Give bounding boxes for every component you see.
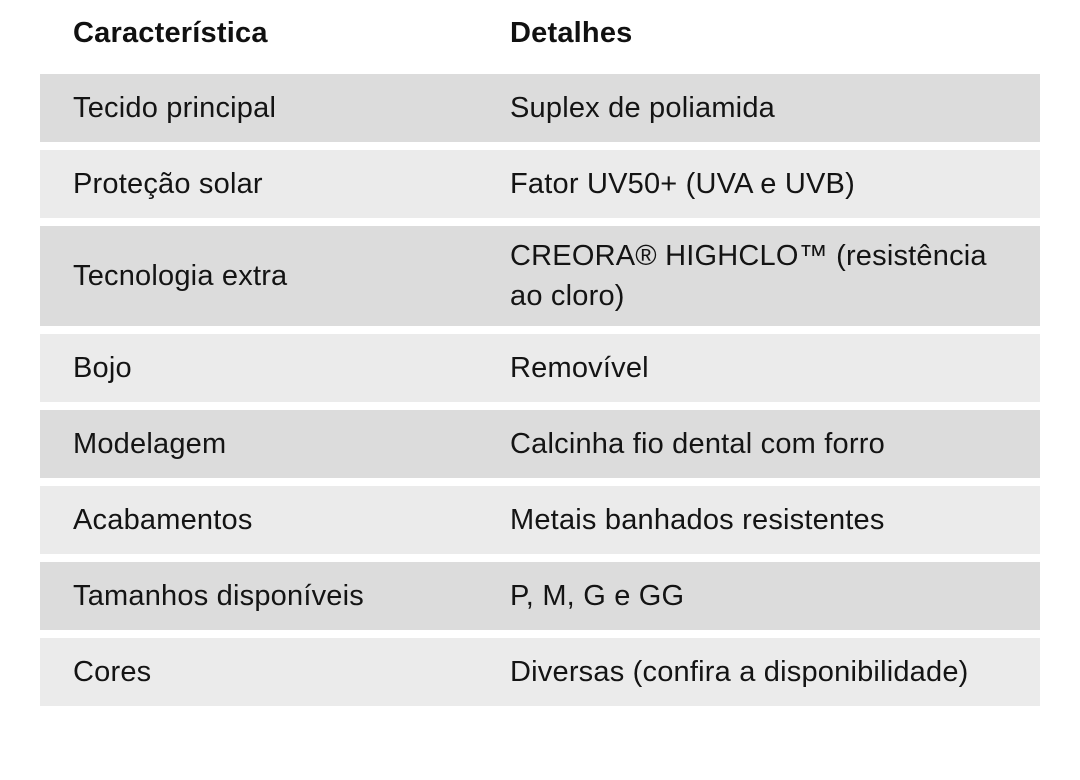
feature-cell: Tamanhos disponíveis	[73, 580, 364, 612]
feature-cell: Tecnologia extra	[73, 260, 288, 292]
table-row-bojo: Bojo Removível	[40, 334, 1040, 402]
detail-cell: P, M, G e GG	[510, 580, 685, 612]
table-row-tamanhos-disponiveis: Tamanhos disponíveis P, M, G e GG	[40, 562, 1040, 630]
detail-cell: Calcinha fio dental com forro	[510, 428, 885, 460]
table-row-acabamentos: Acabamentos Metais banhados resistentes	[40, 486, 1040, 554]
table-header-row: Característica Detalhes	[40, 4, 1040, 62]
feature-cell: Modelagem	[73, 428, 227, 460]
feature-cell: Bojo	[73, 352, 132, 384]
feature-cell: Acabamentos	[73, 504, 253, 536]
detail-cell: Suplex de poliamida	[510, 92, 775, 124]
table-row-tecnologia-extra: Tecnologia extra CREORA® HIGHCLO™ (resis…	[40, 226, 1040, 326]
table-row-cores: Cores Diversas (confira a disponibilidad…	[40, 638, 1040, 706]
column-header-caracteristica: Característica	[73, 17, 268, 49]
feature-cell: Cores	[73, 656, 152, 688]
table-row-modelagem: Modelagem Calcinha fio dental com forro	[40, 410, 1040, 478]
feature-cell: Tecido principal	[73, 92, 277, 124]
detail-cell: Removível	[510, 352, 649, 384]
table-row-tecido-principal: Tecido principal Suplex de poliamida	[40, 74, 1040, 142]
detail-cell: Diversas (confira a disponibilidade)	[510, 656, 969, 688]
detail-cell: Metais banhados resistentes	[510, 504, 885, 536]
feature-cell: Proteção solar	[73, 168, 263, 200]
detail-cell: CREORA® HIGHCLO™ (resistência ao cloro)	[510, 240, 987, 312]
detail-cell: Fator UV50+ (UVA e UVB)	[510, 168, 855, 200]
column-header-detalhes: Detalhes	[510, 17, 633, 49]
table-row-protecao-solar: Proteção solar Fator UV50+ (UVA e UVB)	[40, 150, 1040, 218]
